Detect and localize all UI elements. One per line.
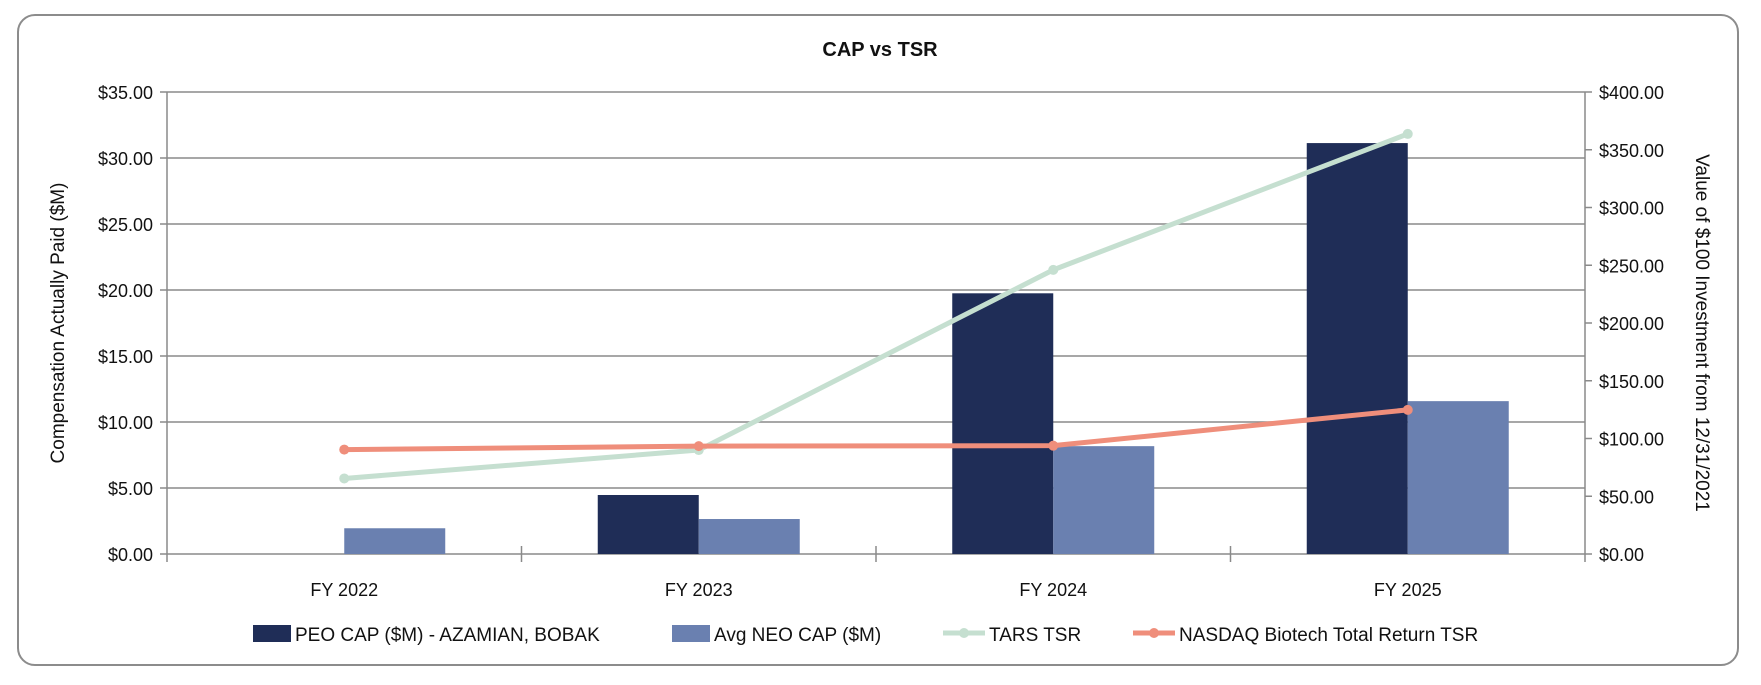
bar-avg-neo-cap — [344, 528, 446, 554]
bar-peo-cap — [952, 293, 1054, 554]
y-left-axis-title: Compensation Actually Paid ($M) — [48, 183, 69, 464]
bar-peo-cap — [597, 494, 699, 554]
y-right-tick-label: $0.00 — [1599, 545, 1644, 565]
legend-swatch — [672, 625, 710, 642]
point-tars-tsr — [1048, 264, 1059, 275]
y-right-tick-label: $350.00 — [1599, 141, 1664, 161]
chart-frame — [17, 14, 1739, 666]
bar-avg-neo-cap — [1407, 401, 1509, 554]
point-nasdaq-tsr — [1048, 440, 1059, 451]
x-tick-label: FY 2025 — [1374, 580, 1442, 600]
x-tick-label: FY 2022 — [310, 580, 378, 600]
y-right-tick-label: $50.00 — [1599, 487, 1654, 507]
point-nasdaq-tsr — [339, 444, 350, 455]
line-nasdaq-tsr — [344, 407, 1409, 453]
point-tars-tsr — [339, 473, 350, 484]
y-right-tick-label: $200.00 — [1599, 314, 1664, 334]
y-left-tick-label: $15.00 — [98, 347, 153, 367]
legend-label: NASDAQ Biotech Total Return TSR — [1179, 625, 1478, 646]
y-left-tick-label: $5.00 — [108, 479, 153, 499]
y-left-tick-label: $0.00 — [108, 545, 153, 565]
y-left-tick-label: $25.00 — [98, 215, 153, 235]
legend-marker — [1149, 628, 1159, 638]
bar-avg-neo-cap — [698, 519, 800, 554]
line-tars-tsr — [344, 131, 1409, 481]
y-right-tick-label: $400.00 — [1599, 83, 1664, 103]
y-left-tick-label: $30.00 — [98, 149, 153, 169]
y-left-tick-label: $10.00 — [98, 413, 153, 433]
bar-peo-cap — [1306, 143, 1408, 555]
legend-label: Avg NEO CAP ($M) — [714, 625, 881, 646]
point-nasdaq-tsr — [1402, 404, 1413, 415]
y-right-axis-title: Value of $100 Investment from 12/31/2021 — [1691, 154, 1712, 512]
point-tars-tsr — [1402, 128, 1413, 139]
x-tick-label: FY 2024 — [1019, 580, 1087, 600]
y-right-tick-label: $100.00 — [1599, 430, 1664, 450]
legend-label: PEO CAP ($M) - AZAMIAN, BOBAK — [295, 625, 600, 646]
legend-swatch — [253, 625, 291, 642]
x-tick-label: FY 2023 — [665, 580, 733, 600]
y-right-tick-label: $150.00 — [1599, 372, 1664, 392]
legend-label: TARS TSR — [989, 625, 1081, 646]
bar-avg-neo-cap — [1053, 446, 1155, 554]
y-left-tick-label: $35.00 — [98, 83, 153, 103]
chart-title: CAP vs TSR — [822, 39, 938, 61]
y-right-tick-label: $300.00 — [1599, 199, 1664, 219]
y-right-tick-label: $250.00 — [1599, 256, 1664, 276]
legend-marker — [959, 628, 969, 638]
y-left-tick-label: $20.00 — [98, 281, 153, 301]
point-nasdaq-tsr — [693, 441, 704, 452]
